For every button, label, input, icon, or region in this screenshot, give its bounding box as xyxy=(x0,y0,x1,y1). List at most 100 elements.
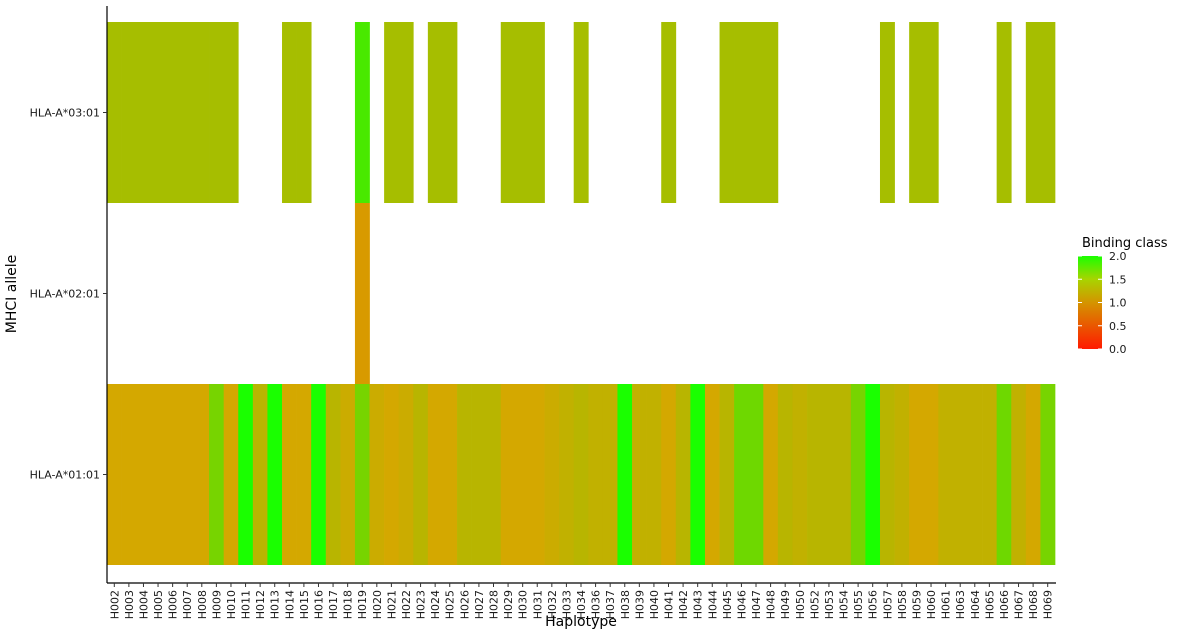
colorbar-tick-label: 0.5 xyxy=(1109,320,1127,333)
x-tick-label: H030 xyxy=(517,590,530,619)
x-tick-label: H002 xyxy=(108,590,121,619)
x-tick-label: H055 xyxy=(852,590,865,619)
x-tick-label: H043 xyxy=(692,590,705,619)
x-tick-label: H046 xyxy=(735,590,748,619)
heatmap-cell xyxy=(136,22,152,203)
heatmap-cell xyxy=(282,22,297,203)
x-tick-label: H017 xyxy=(327,590,340,619)
x-tick-label: H066 xyxy=(998,590,1011,619)
heatmap-cell xyxy=(223,22,239,203)
heatmap-cell xyxy=(777,384,793,565)
heatmap-cell xyxy=(486,384,502,565)
x-tick-label: H056 xyxy=(867,590,880,619)
colorbar-tick-label: 1.0 xyxy=(1109,297,1127,310)
heatmap-cell xyxy=(1025,22,1041,203)
x-tick-label: H045 xyxy=(721,590,734,619)
x-ticks: H002 H003 H004 H005 H006 H007 H008 H009 H010 H011… xyxy=(108,583,1055,619)
heatmap-cell xyxy=(719,22,735,203)
heatmap-cell xyxy=(223,384,239,565)
heatmap-cell xyxy=(996,22,1012,203)
heatmap-cell xyxy=(734,384,750,565)
heatmap-cell xyxy=(646,384,662,565)
heatmap-cell xyxy=(194,384,210,565)
x-tick-label: H060 xyxy=(925,590,938,619)
heatmap-cell xyxy=(384,22,400,203)
heatmap-cell xyxy=(996,384,1012,565)
x-tick-label: H009 xyxy=(210,590,223,619)
heatmap-cell xyxy=(675,384,691,565)
heatmap-cell xyxy=(515,22,531,203)
x-tick-label: H026 xyxy=(458,590,471,619)
heatmap-cell xyxy=(442,22,458,203)
x-tick-label: H013 xyxy=(269,590,282,619)
x-tick-label: H067 xyxy=(1013,590,1026,619)
colorbar-legend: Binding class 0.0 0.5 1.0 1.5 2.0 xyxy=(1078,236,1168,356)
y-tick-label: HLA-A*02:01 xyxy=(30,288,100,301)
x-tick-label: H021 xyxy=(385,590,398,619)
x-tick-label: H029 xyxy=(502,590,515,619)
x-tick-label: H033 xyxy=(560,590,573,619)
heatmap-cell xyxy=(398,22,414,203)
heatmap-cell xyxy=(923,22,939,203)
heatmap-cell xyxy=(529,384,545,565)
heatmap-cell xyxy=(325,384,341,565)
heatmap-cell xyxy=(632,384,647,565)
colorbar-tick-label: 1.5 xyxy=(1109,273,1127,286)
heatmap-cell xyxy=(748,384,764,565)
heatmap-cell xyxy=(413,384,429,565)
heatmap-cell xyxy=(792,384,808,565)
heatmap-cell xyxy=(194,22,210,203)
x-tick-label: H022 xyxy=(400,590,413,619)
heatmap-cell xyxy=(719,384,735,565)
x-tick-label: H034 xyxy=(575,590,588,619)
x-tick-label: H036 xyxy=(590,590,603,619)
heatmap-cell xyxy=(165,384,181,565)
x-tick-label: H012 xyxy=(254,590,267,619)
x-tick-label: H024 xyxy=(429,590,442,619)
colorbar-title: Binding class xyxy=(1082,236,1168,251)
heatmap-cell xyxy=(1040,384,1056,565)
heatmap-cell xyxy=(267,384,283,565)
heatmap-cell xyxy=(982,384,998,565)
x-tick-label: H023 xyxy=(415,590,428,619)
x-axis-title: Haplotype xyxy=(545,614,617,630)
x-tick-label: H003 xyxy=(123,590,136,619)
x-tick-label: H050 xyxy=(794,590,807,619)
x-tick-label: H018 xyxy=(342,590,355,619)
heatmap-cell xyxy=(938,384,954,565)
heatmap-cell xyxy=(559,384,575,565)
heatmap-cell xyxy=(923,384,939,565)
x-tick-label: H004 xyxy=(137,590,150,619)
heatmap-cell xyxy=(865,384,881,565)
x-tick-label: H010 xyxy=(225,590,238,619)
heatmap-cell xyxy=(354,384,370,565)
x-tick-label: H059 xyxy=(910,590,923,619)
heatmap-cell xyxy=(879,384,895,565)
heatmap-cell xyxy=(515,384,531,565)
x-tick-label: H053 xyxy=(823,590,836,619)
x-tick-label: H038 xyxy=(619,590,632,619)
x-tick-label: H014 xyxy=(283,590,296,619)
x-tick-label: H061 xyxy=(940,590,953,619)
y-tick-label: HLA-A*01:01 xyxy=(30,469,100,482)
heatmap-cell xyxy=(661,384,677,565)
heatmap-cell xyxy=(952,384,968,565)
heatmap-cell xyxy=(588,384,604,565)
heatmap-cell xyxy=(471,384,487,565)
heatmap-cell xyxy=(763,384,779,565)
x-tick-label: H006 xyxy=(167,590,180,619)
x-tick-label: H028 xyxy=(487,590,500,619)
x-tick-label: H027 xyxy=(473,590,486,619)
heatmap-cell xyxy=(909,22,925,203)
heatmap-cell xyxy=(209,22,225,203)
x-tick-label: H069 xyxy=(1042,590,1055,619)
x-tick-label: H047 xyxy=(750,590,763,619)
heatmap-cell xyxy=(252,384,268,565)
heatmap-cell xyxy=(617,384,633,565)
x-tick-label: H048 xyxy=(765,590,778,619)
heatmap-cell xyxy=(179,22,195,203)
heatmap-cell xyxy=(1025,384,1041,565)
heatmap-cell xyxy=(427,22,443,203)
colorbar-tick-label: 2.0 xyxy=(1109,250,1127,263)
heatmap-cell xyxy=(573,384,589,565)
